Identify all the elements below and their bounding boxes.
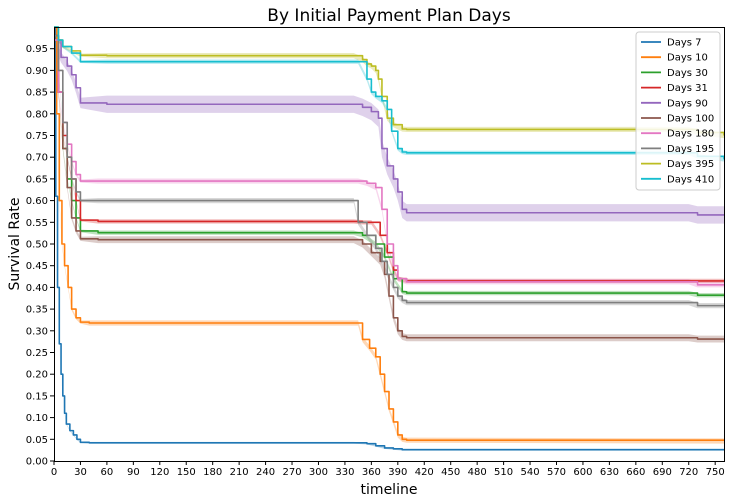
x-tick-label: 330	[335, 467, 354, 478]
y-tick-label: 0.05	[26, 435, 48, 446]
series-line	[54, 26, 725, 442]
confidence-band	[54, 27, 724, 139]
legend-label: Days 395	[667, 159, 714, 170]
x-tick-label: 570	[547, 467, 566, 478]
x-tick-label: 60	[101, 467, 114, 478]
y-tick-label: 0.85	[26, 88, 48, 99]
confidence-band	[54, 27, 724, 444]
x-tick-label: 450	[441, 467, 460, 478]
y-tick-label: 0.50	[26, 240, 48, 251]
x-tick-label: 30	[74, 467, 87, 478]
x-tick-label: 0	[51, 467, 57, 478]
y-tick-label: 0.75	[26, 131, 48, 142]
y-tick-label: 0.65	[26, 174, 48, 185]
x-tick-label: 150	[177, 467, 196, 478]
x-axis-title: timeline	[361, 482, 418, 498]
legend-label: Days 410	[667, 174, 714, 185]
y-tick-label: 0.55	[26, 218, 48, 229]
x-tick-label: 600	[573, 467, 592, 478]
legend: Days 7 Days 10 Days 30 Days 31 Days 90 Days 1…	[635, 31, 721, 191]
series-line	[54, 26, 725, 160]
x-tick-label: 420	[415, 467, 434, 478]
y-tick-label: 0.80	[26, 109, 48, 120]
y-tick-label: 0.25	[26, 348, 48, 359]
y-tick-label: 0.10	[26, 413, 48, 424]
x-tick-label: 300	[309, 467, 328, 478]
legend-label: Days 90	[667, 98, 708, 109]
x-tick-label: 750	[706, 467, 725, 478]
x-tick-label: 510	[494, 467, 513, 478]
confidence-bands	[54, 27, 724, 451]
legend-label: Days 30	[667, 68, 708, 79]
series-line	[54, 26, 724, 451]
x-tick-label: 690	[653, 467, 672, 478]
x-tick-label: 210	[230, 467, 249, 478]
x-tick-label: 270	[282, 467, 301, 478]
x-tick-label: 630	[600, 467, 619, 478]
y-tick-label: 0.60	[26, 196, 48, 207]
x-tick-label: 660	[626, 467, 645, 478]
y-tick-label: 0.45	[26, 261, 48, 272]
y-axis-title: Survival Rate	[7, 198, 23, 291]
series-lines	[54, 26, 725, 451]
legend-label: Days 180	[667, 129, 714, 140]
x-tick-label: 240	[256, 467, 275, 478]
y-tick-label: 0.30	[26, 326, 48, 337]
plot-area-frame	[54, 27, 725, 462]
x-tick-label: 360	[362, 467, 381, 478]
y-tick-label: 0.00	[26, 457, 48, 468]
x-tick-label: 90	[127, 467, 140, 478]
x-tick-label: 390	[388, 467, 407, 478]
legend-label: Days 31	[667, 83, 708, 94]
x-tick-label: 480	[468, 467, 487, 478]
confidence-band	[54, 34, 724, 298]
y-tick-label: 0.40	[26, 283, 48, 294]
series-line	[54, 39, 724, 216]
confidence-band	[54, 34, 724, 224]
legend-label: Days 100	[667, 114, 714, 125]
x-tick-label: 120	[150, 467, 169, 478]
series-line	[54, 39, 724, 340]
y-tick-label: 0.20	[26, 370, 48, 381]
confidence-band	[54, 34, 724, 284]
y-tick-label: 0.15	[26, 391, 48, 402]
x-axis-ticks: 0 30 60 90 120 150 180 210 240 270 300 330 360 390 420…	[51, 461, 725, 478]
chart-title: By Initial Payment Plan Days	[267, 6, 511, 26]
y-tick-label: 0.90	[26, 66, 48, 77]
x-tick-label: 180	[203, 467, 222, 478]
confidence-band	[54, 27, 724, 162]
y-tick-label: 0.70	[26, 153, 48, 164]
x-tick-label: 540	[521, 467, 540, 478]
x-tick-label: 720	[679, 467, 698, 478]
series-line	[54, 34, 724, 307]
y-axis-ticks: 0.00 0.05 0.10 0.15 0.20 0.25 0.30 0.35 0.40 0.45…	[26, 44, 54, 468]
legend-label: Days 10	[667, 53, 708, 64]
legend-label: Days 7	[667, 38, 702, 49]
legend-label: Days 195	[667, 144, 714, 155]
y-tick-label: 0.35	[26, 305, 48, 316]
y-tick-label: 0.95	[26, 44, 48, 55]
